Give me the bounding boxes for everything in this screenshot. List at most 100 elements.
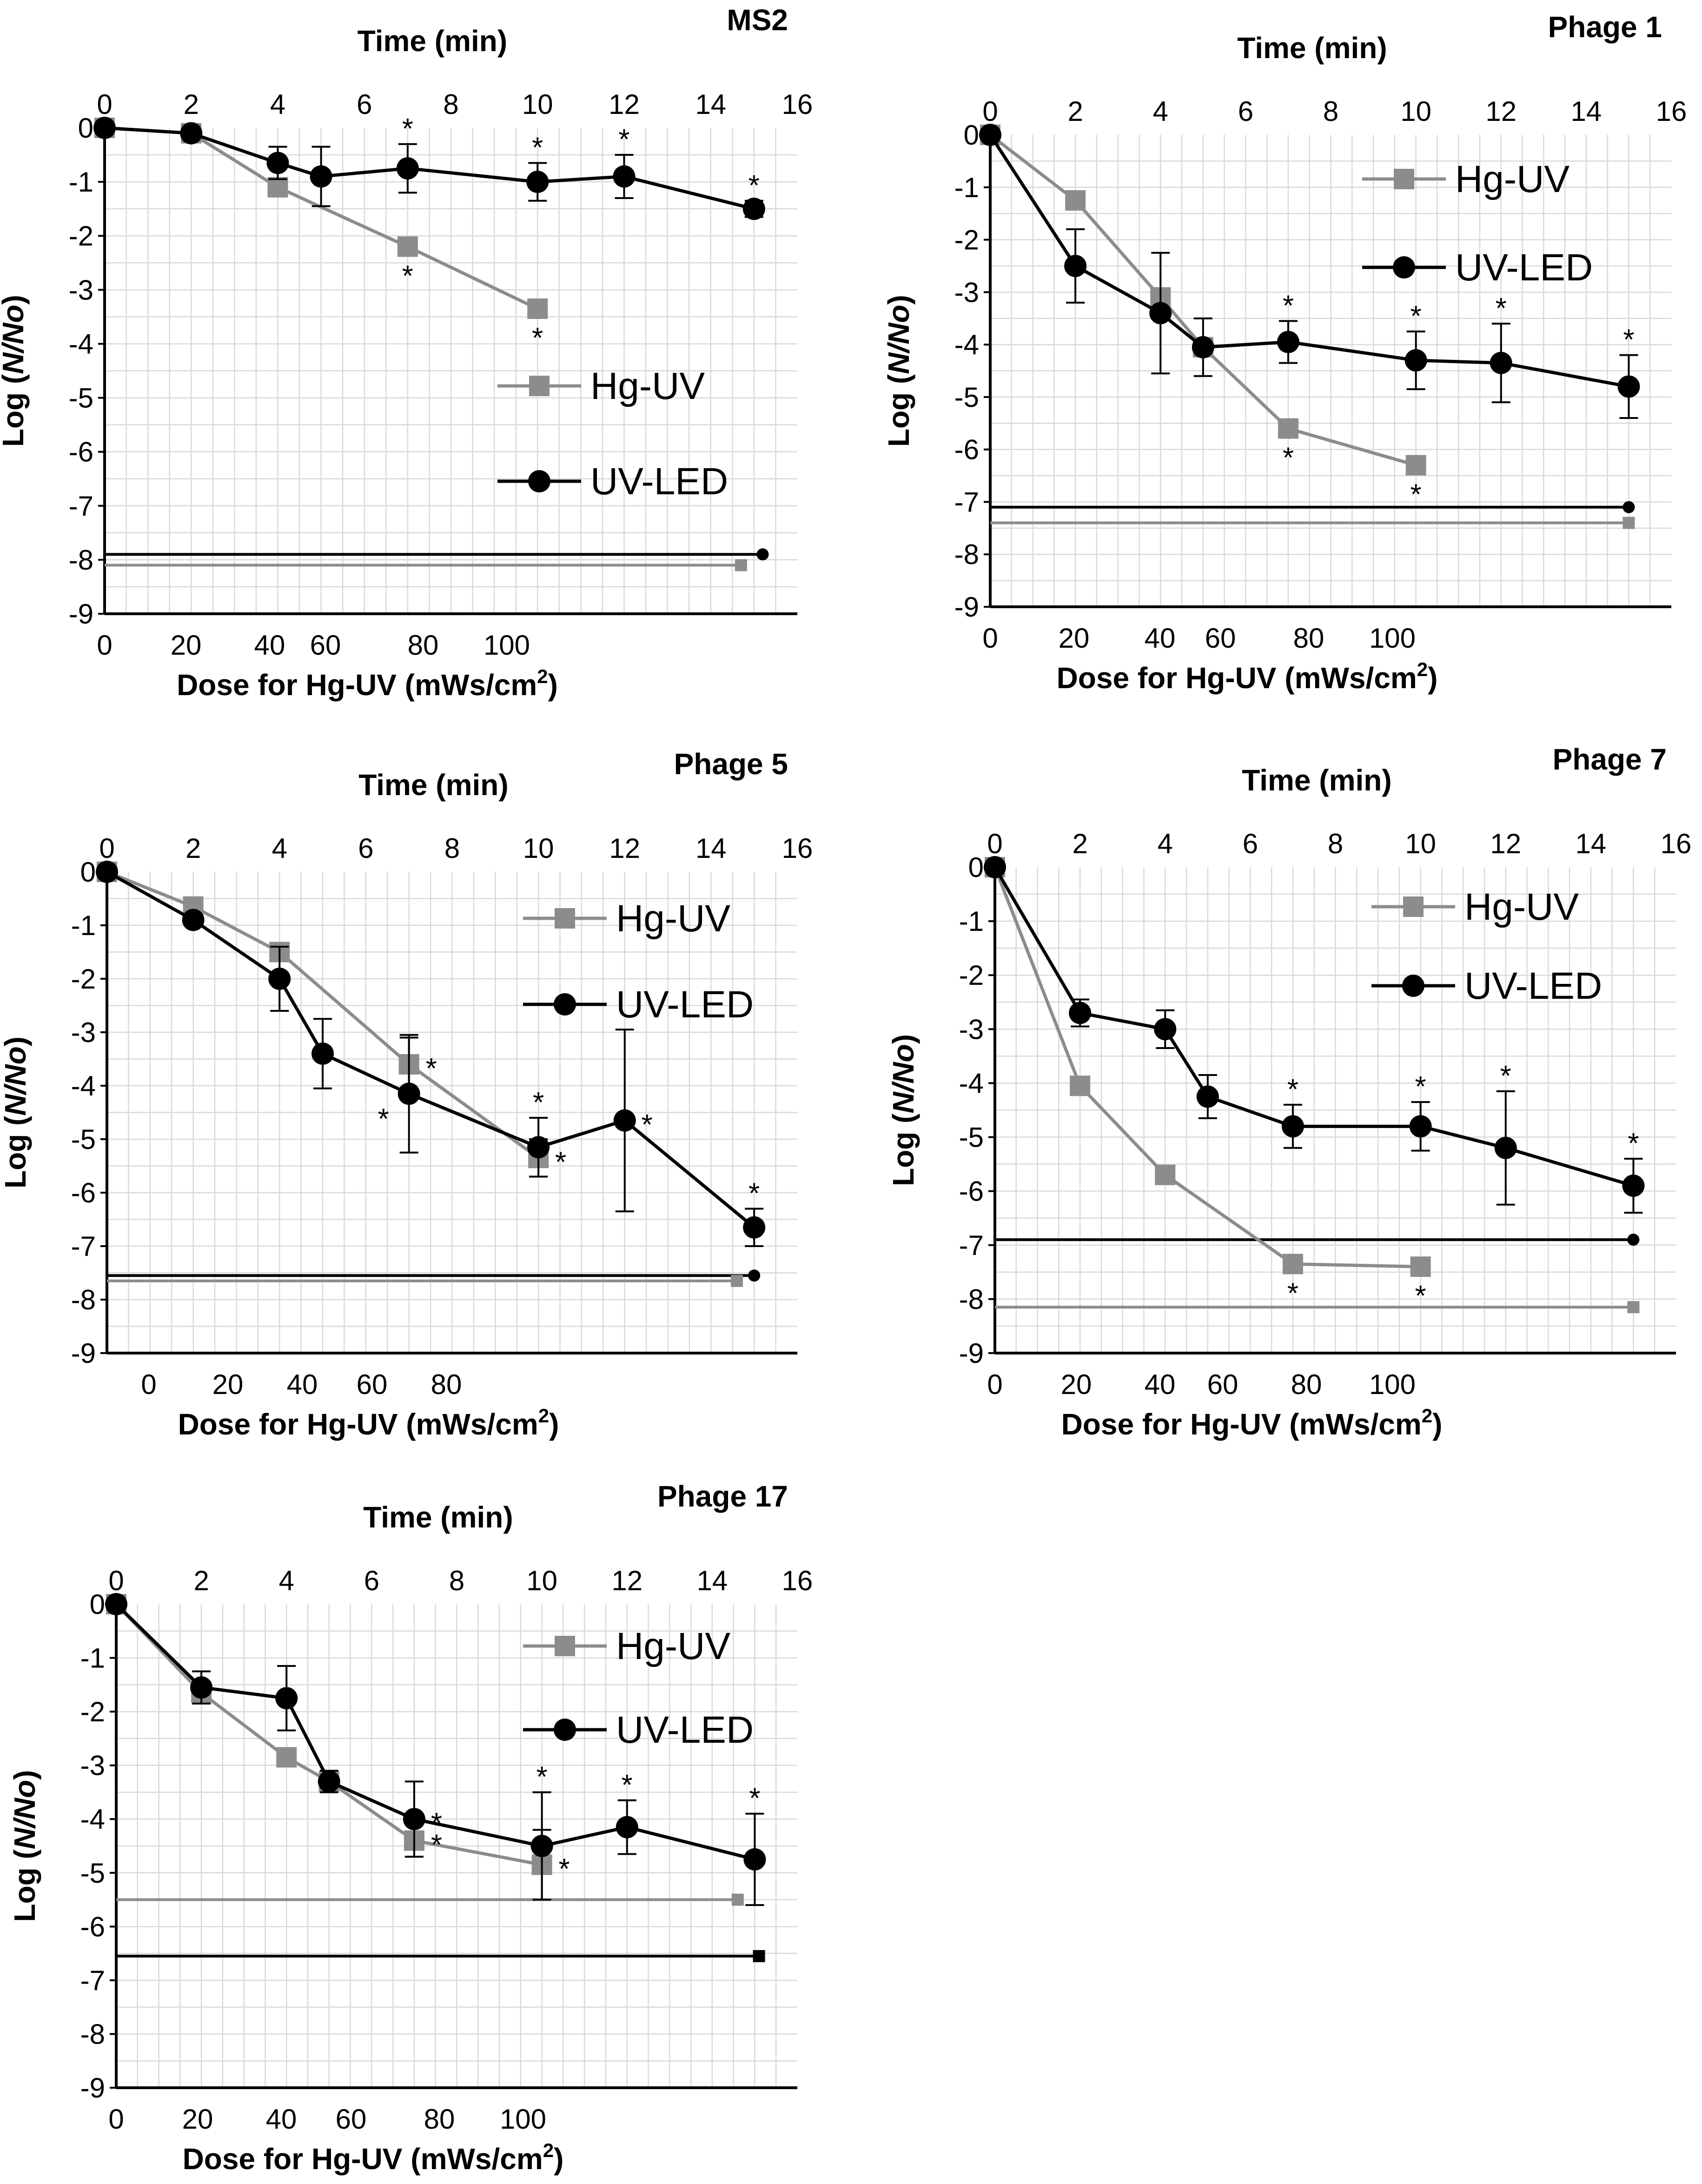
x-tick-label: 80: [431, 1369, 462, 1400]
significance-star: *: [559, 1853, 570, 1885]
y-tick-label: -8: [71, 1284, 96, 1315]
significance-star: *: [1287, 1277, 1298, 1309]
x2-tick-label: 6: [1238, 96, 1253, 127]
y-tick-label: -3: [71, 1017, 96, 1048]
legend-label: UV-LED: [590, 460, 728, 503]
significance-star: *: [532, 322, 543, 354]
panel-title: Phage 7: [1553, 743, 1667, 776]
legend-entry: UV-LED: [523, 1709, 754, 1751]
series-line: [104, 126, 755, 211]
data-point: [268, 968, 291, 990]
x2-tick-label: 12: [609, 833, 640, 864]
significance-star: *: [1415, 1071, 1426, 1103]
data-point: [1282, 1254, 1303, 1275]
y-tick-label: -1: [71, 910, 96, 941]
significance-star: *: [1415, 1280, 1426, 1312]
y-axis-title: Log (N/No): [882, 295, 915, 447]
data-point: [182, 909, 205, 931]
data-point: [979, 124, 1001, 146]
data-point: [1196, 1085, 1219, 1108]
data-point: [1277, 331, 1299, 353]
x2-tick-label: 8: [444, 833, 460, 864]
legend-marker: [1394, 169, 1414, 189]
data-point: [267, 177, 288, 198]
data-point: [311, 1042, 334, 1065]
significance-star: *: [1623, 324, 1634, 356]
significance-star: *: [533, 1087, 544, 1119]
x2-tick-label: 10: [526, 1565, 557, 1596]
x2-tick-label: 2: [1067, 96, 1083, 127]
x-tick-label: 40: [1145, 1369, 1176, 1400]
y-tick-label: -5: [959, 1122, 984, 1153]
series-uv-led: * * * *: [93, 113, 765, 220]
x2-axis-title: Time (min): [358, 24, 507, 58]
x-tick-label: 40: [287, 1369, 318, 1400]
legend-entry: UV-LED: [497, 460, 728, 503]
series-uv-led: * * * *: [979, 124, 1640, 419]
chart-panel-3: 0 -1 -2 -3 -4 -5 -6 -7 -8 -9 0 2 4 6 8 10 12 14 16 0 20 40 60 8…: [0, 747, 813, 1441]
y-tick-label: 0: [968, 852, 984, 883]
significance-star: *: [402, 260, 413, 292]
y-tick-label: -4: [80, 1804, 105, 1835]
y-axis-title: Log (N/No): [887, 1034, 920, 1186]
detection-limit-line: [995, 1301, 1640, 1314]
x-tick-label: 0: [97, 630, 112, 661]
x-tick-label: 100: [483, 630, 530, 661]
legend: Hg-UV UV-LED: [497, 365, 728, 503]
x2-tick-label: 12: [609, 89, 640, 120]
y-tick-label: -3: [80, 1750, 105, 1781]
legend-entry: Hg-UV: [1362, 158, 1570, 200]
legend-label: Hg-UV: [616, 897, 730, 940]
x2-tick-label: 10: [523, 833, 554, 864]
significance-star: *: [618, 124, 629, 156]
detection-limit-line: [107, 1269, 761, 1282]
legend-marker: [528, 470, 550, 492]
x-tick-label: 100: [500, 2104, 546, 2135]
detection-limit-line: [995, 1234, 1640, 1246]
data-point: [180, 122, 203, 145]
detection-limit-line: [990, 501, 1635, 513]
x2-tick-label: 2: [185, 833, 201, 864]
y-tick-label: -6: [80, 1911, 105, 1942]
x2-tick-label: 14: [697, 1565, 728, 1596]
data-point: [93, 117, 116, 139]
limit-end-marker: [731, 1275, 743, 1287]
x2-tick-label: 16: [782, 1565, 813, 1596]
x-tick-label: 20: [171, 630, 202, 661]
data-point: [276, 1747, 297, 1768]
legend: Hg-UV UV-LED: [523, 1625, 754, 1751]
y-tick-label: -7: [959, 1230, 984, 1261]
legend-entry: Hg-UV: [523, 1625, 730, 1667]
y-tick-label: 0: [80, 856, 96, 888]
significance-star: *: [536, 1761, 548, 1793]
significance-star: *: [1283, 442, 1294, 474]
chart-panel-2: 0-1-2-3-4-5-6-7-8-90 2 4 6 8 10 12 14 160 20 40 60 8…: [882, 10, 1687, 695]
data-point: [1405, 455, 1426, 476]
series-uv-led: * * * *: [984, 856, 1645, 1214]
y-tick-label: 0: [78, 113, 93, 144]
x2-axis-title: Time (min): [358, 768, 508, 802]
data-point: [190, 1676, 213, 1699]
x-tick-label: 80: [408, 630, 439, 661]
data-point: [266, 152, 289, 174]
x-tick-label: 60: [310, 630, 341, 661]
x2-tick-label: 6: [1243, 828, 1258, 859]
y-tick-label: -7: [71, 1231, 96, 1262]
significance-star: *: [748, 1178, 760, 1210]
x-tick-label: 80: [1291, 1369, 1322, 1400]
limit-end-marker: [1627, 1301, 1640, 1314]
data-point: [310, 165, 332, 188]
y-tick-label: -9: [71, 1338, 96, 1369]
x2-axis-title: Time (min): [1242, 763, 1391, 797]
data-point: [527, 1136, 550, 1159]
data-point: [96, 861, 118, 883]
y-tick-label: -4: [71, 1070, 96, 1102]
data-point: [396, 157, 419, 180]
y-tick-label: -9: [959, 1338, 984, 1369]
legend-marker: [555, 1636, 575, 1656]
y-tick-label: -9: [80, 2072, 105, 2104]
x-tick-label: 20: [1059, 623, 1090, 654]
data-point: [530, 1835, 553, 1857]
x2-tick-label: 0: [97, 89, 112, 120]
significance-star: *: [1500, 1060, 1511, 1092]
